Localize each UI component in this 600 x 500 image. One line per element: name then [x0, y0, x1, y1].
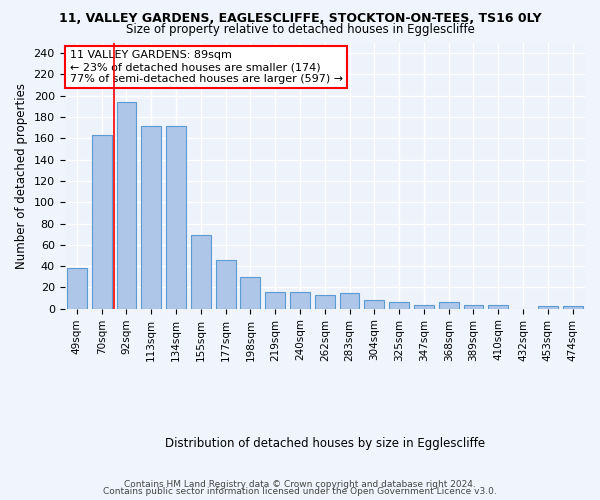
- Bar: [142, 126, 161, 309]
- Text: Size of property relative to detached houses in Egglescliffe: Size of property relative to detached ho…: [125, 22, 475, 36]
- Bar: [290, 292, 310, 309]
- Bar: [389, 302, 409, 309]
- Y-axis label: Number of detached properties: Number of detached properties: [15, 82, 28, 268]
- Bar: [166, 126, 186, 309]
- Bar: [92, 135, 112, 309]
- Bar: [67, 268, 87, 309]
- Bar: [488, 304, 508, 309]
- Bar: [241, 277, 260, 309]
- Bar: [439, 302, 458, 309]
- Bar: [315, 295, 335, 309]
- Bar: [191, 236, 211, 309]
- Bar: [364, 300, 384, 309]
- Bar: [414, 304, 434, 309]
- Text: 11, VALLEY GARDENS, EAGLESCLIFFE, STOCKTON-ON-TEES, TS16 0LY: 11, VALLEY GARDENS, EAGLESCLIFFE, STOCKT…: [59, 12, 541, 26]
- X-axis label: Distribution of detached houses by size in Egglescliffe: Distribution of detached houses by size …: [165, 437, 485, 450]
- Bar: [464, 304, 484, 309]
- Bar: [116, 102, 136, 309]
- Text: Contains public sector information licensed under the Open Government Licence v3: Contains public sector information licen…: [103, 488, 497, 496]
- Bar: [563, 306, 583, 309]
- Bar: [538, 306, 558, 309]
- Bar: [265, 292, 285, 309]
- Bar: [340, 293, 359, 309]
- Text: Contains HM Land Registry data © Crown copyright and database right 2024.: Contains HM Land Registry data © Crown c…: [124, 480, 476, 489]
- Bar: [216, 260, 236, 309]
- Text: 11 VALLEY GARDENS: 89sqm
← 23% of detached houses are smaller (174)
77% of semi-: 11 VALLEY GARDENS: 89sqm ← 23% of detach…: [70, 50, 343, 84]
